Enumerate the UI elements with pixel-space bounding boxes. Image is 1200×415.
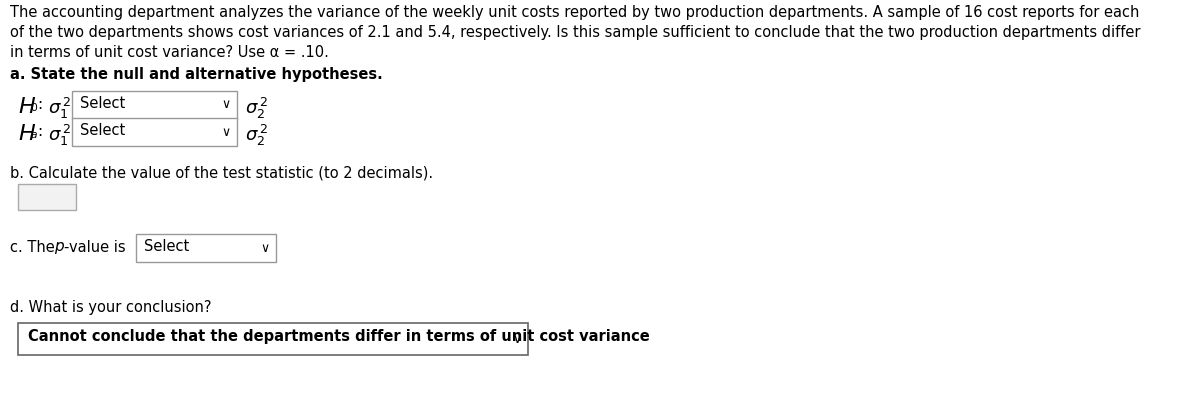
Text: -value is: -value is	[64, 240, 126, 255]
Text: ∨: ∨	[512, 332, 521, 346]
Text: of the two departments shows cost variances of 2.1 and 5.4, respectively. Is thi: of the two departments shows cost varian…	[10, 25, 1140, 40]
Text: Select: Select	[144, 239, 190, 254]
Text: d. What is your conclusion?: d. What is your conclusion?	[10, 300, 211, 315]
FancyBboxPatch shape	[72, 91, 238, 119]
FancyBboxPatch shape	[18, 323, 528, 355]
Text: a. State the null and alternative hypotheses.: a. State the null and alternative hypoth…	[10, 67, 383, 82]
Text: Cannot conclude that the departments differ in terms of unit cost variance: Cannot conclude that the departments dif…	[28, 329, 649, 344]
Text: Select: Select	[80, 123, 125, 138]
Text: ∨: ∨	[221, 125, 230, 139]
Text: $_a$:: $_a$:	[30, 126, 42, 141]
Text: $p$: $p$	[54, 240, 65, 256]
Text: in terms of unit cost variance? Use α = .10.: in terms of unit cost variance? Use α = …	[10, 45, 329, 60]
Text: $\sigma_1^{\,2}$: $\sigma_1^{\,2}$	[48, 123, 71, 148]
Text: The accounting department analyzes the variance of the weekly unit costs reporte: The accounting department analyzes the v…	[10, 5, 1139, 20]
Text: $_0$:: $_0$:	[30, 99, 43, 114]
Text: $\mathit{H}$: $\mathit{H}$	[18, 97, 36, 117]
FancyBboxPatch shape	[18, 184, 76, 210]
Text: $\sigma_2^{\,2}$: $\sigma_2^{\,2}$	[245, 123, 268, 148]
Text: $\sigma_2^{\,2}$: $\sigma_2^{\,2}$	[245, 96, 268, 121]
FancyBboxPatch shape	[72, 118, 238, 146]
Text: b. Calculate the value of the test statistic (to 2 decimals).: b. Calculate the value of the test stati…	[10, 165, 433, 180]
Text: $\mathit{H}$: $\mathit{H}$	[18, 124, 36, 144]
Text: c. The: c. The	[10, 240, 59, 255]
Text: $\sigma_1^{\,2}$: $\sigma_1^{\,2}$	[48, 96, 71, 121]
FancyBboxPatch shape	[136, 234, 276, 262]
Text: ∨: ∨	[221, 98, 230, 112]
Text: ∨: ∨	[260, 242, 269, 254]
Text: Select: Select	[80, 96, 125, 111]
